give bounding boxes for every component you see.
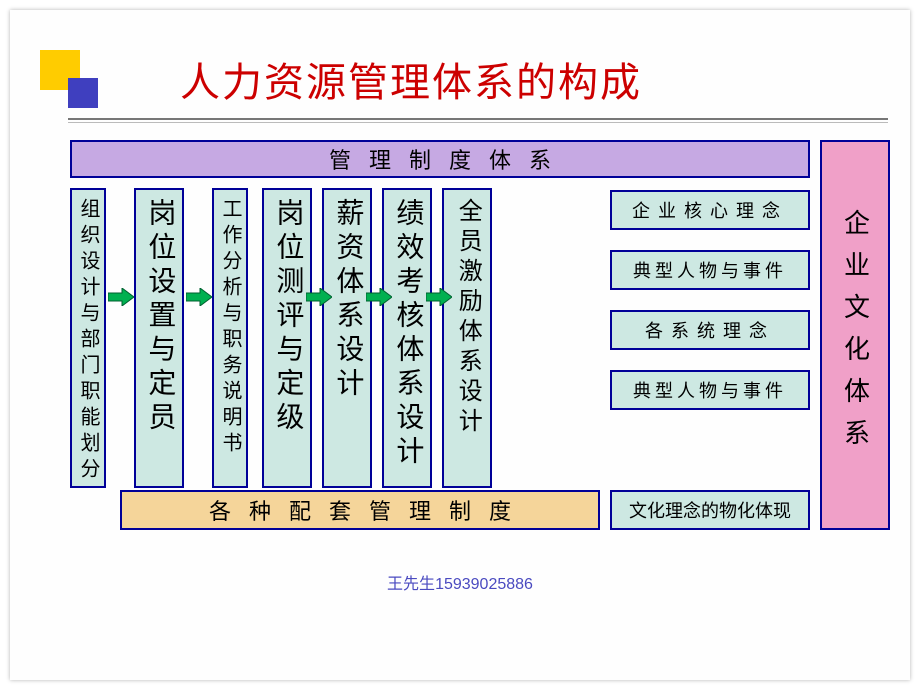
arrow-icon bbox=[306, 288, 332, 306]
column-label: 全员激励体系设计 bbox=[454, 198, 480, 438]
spacer bbox=[112, 188, 134, 488]
side-box-0: 企业核心理念 bbox=[610, 190, 810, 230]
side-boxes: 企业核心理念 典型人物与事件 各系统理念 典型人物与事件 bbox=[610, 190, 810, 430]
column-label: 绩效考核体系设计 bbox=[392, 198, 423, 470]
side-box-2: 各系统理念 bbox=[610, 310, 810, 350]
arrow-icon bbox=[426, 288, 452, 306]
column-3: 岗位测评与定级 bbox=[262, 188, 312, 488]
column-label: 工作分析与职务说明书 bbox=[219, 198, 241, 458]
bottom-right-box: 文化理念的物化体现 bbox=[610, 490, 810, 530]
right-bar-label: 企业文化体系 bbox=[837, 209, 874, 461]
column-label: 薪资体系设计 bbox=[332, 198, 363, 402]
slide: 人力资源管理体系的构成 管理制度体系 企业文化体系 组织设计与部门职能划分 岗位… bbox=[10, 10, 910, 680]
column-5: 绩效考核体系设计 bbox=[382, 188, 432, 488]
logo-decoration bbox=[40, 50, 100, 110]
column-0: 组织设计与部门职能划分 bbox=[70, 188, 106, 488]
footer-phone: 15939025886 bbox=[435, 576, 533, 593]
slide-title: 人力资源管理体系的构成 bbox=[180, 50, 642, 108]
column-2: 工作分析与职务说明书 bbox=[212, 188, 248, 488]
column-1: 岗位设置与定员 bbox=[134, 188, 184, 488]
bottom-left-bar: 各种配套管理制度 bbox=[120, 490, 600, 530]
column-label: 岗位测评与定级 bbox=[272, 198, 303, 436]
side-box-1: 典型人物与事件 bbox=[610, 250, 810, 290]
top-bar: 管理制度体系 bbox=[70, 140, 810, 178]
right-bar: 企业文化体系 bbox=[820, 140, 890, 530]
title-rule-1 bbox=[68, 118, 888, 120]
column-6: 全员激励体系设计 bbox=[442, 188, 492, 488]
spacer bbox=[190, 188, 212, 488]
title-rule-2 bbox=[68, 122, 888, 123]
footer: 王先生15939025886 bbox=[10, 570, 910, 594]
column-label: 岗位设置与定员 bbox=[144, 198, 175, 436]
spacer bbox=[254, 188, 262, 488]
side-box-3: 典型人物与事件 bbox=[610, 370, 810, 410]
arrow-icon bbox=[108, 288, 134, 306]
column-label: 组织设计与部门职能划分 bbox=[77, 198, 99, 484]
columns-area: 组织设计与部门职能划分 岗位设置与定员 工作分析与职务说明书 岗位测评与定级 bbox=[70, 188, 610, 488]
column-4: 薪资体系设计 bbox=[322, 188, 372, 488]
arrow-icon bbox=[366, 288, 392, 306]
arrow-icon bbox=[186, 288, 212, 306]
footer-name: 王先生 bbox=[387, 576, 435, 593]
